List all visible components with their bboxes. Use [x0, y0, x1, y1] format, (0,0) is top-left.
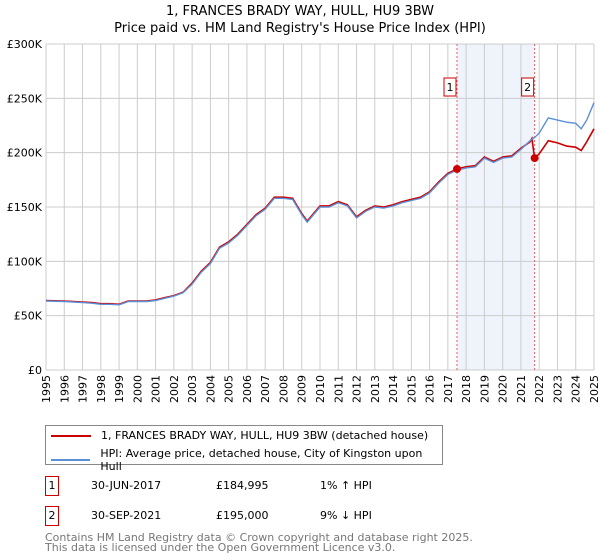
legend-swatch: [51, 434, 91, 437]
x-tick-label: 2009: [296, 375, 309, 403]
y-tick-label: £150K: [7, 201, 43, 214]
x-tick-label: 2003: [186, 375, 199, 403]
legend-label: 1, FRANCES BRADY WAY, HULL, HU9 3BW (det…: [101, 429, 429, 442]
x-tick-label: 2021: [515, 375, 528, 403]
x-tick-label: 2006: [241, 375, 254, 403]
y-tick-label: £100K: [7, 255, 43, 268]
x-tick-label: 2007: [259, 375, 272, 403]
footer-licence: This data is licensed under the Open Gov…: [45, 541, 396, 554]
sale-row-1: 1 30-JUN-2017 £184,995 1% ↑ HPI: [45, 476, 545, 496]
sale-row-2: 2 30-SEP-2021 £195,000 9% ↓ HPI: [45, 506, 545, 526]
legend-item-hpi: HPI: Average price, detached house, City…: [46, 447, 442, 473]
x-tick-label: 1995: [40, 375, 53, 403]
x-tick-label: 2008: [277, 375, 290, 403]
x-tick-label: 2017: [442, 375, 455, 403]
y-tick-label: £250K: [7, 92, 43, 105]
x-tick-label: 2015: [405, 375, 418, 403]
x-tick-label: 2020: [497, 375, 510, 403]
x-tick-label: 2000: [131, 375, 144, 403]
sale-point: [453, 164, 461, 173]
y-tick-label: £200K: [7, 147, 43, 160]
y-tick-label: £0: [28, 364, 42, 377]
y-tick-label: £50K: [14, 310, 43, 323]
x-tick-label: 1997: [77, 375, 90, 403]
chart-subtitle: Price paid vs. HM Land Registry's House …: [114, 21, 486, 36]
x-tick-label: 2019: [478, 375, 491, 403]
x-tick-label: 2011: [332, 375, 345, 403]
x-tick-label: 2024: [570, 375, 583, 403]
legend-label: HPI: Average price, detached house, City…: [100, 447, 423, 473]
footer-copyright: Contains HM Land Registry data © Crown c…: [45, 531, 473, 544]
x-tick-label: 2016: [424, 375, 437, 403]
x-tick-label: 2010: [314, 375, 327, 403]
legend-swatch: [51, 459, 91, 461]
sale-label: 1: [447, 81, 454, 94]
x-tick-label: 2018: [460, 375, 473, 403]
x-tick-label: 2002: [168, 375, 181, 403]
sale-hpi-diff: 9% ↓ HPI: [320, 509, 372, 522]
x-tick-label: 2005: [223, 375, 236, 403]
sale-marker-badge: 2: [45, 506, 59, 526]
sale-hpi-diff: 1% ↑ HPI: [320, 479, 372, 492]
sale-label: 2: [524, 81, 531, 94]
legend: 1, FRANCES BRADY WAY, HULL, HU9 3BW (det…: [45, 425, 443, 473]
sale-label-box: [443, 77, 457, 97]
sale-marker-badge: 1: [45, 476, 59, 496]
x-tick-label: 2004: [204, 375, 217, 403]
chart-title: 1, FRANCES BRADY WAY, HULL, HU9 3BW: [165, 4, 435, 19]
x-tick-label: 2023: [551, 375, 564, 403]
x-tick-label: 1999: [113, 375, 126, 403]
sale-price: £195,000: [216, 509, 269, 522]
x-tick-label: 2014: [387, 375, 400, 403]
x-tick-label: 2001: [150, 375, 163, 403]
sale-label-box: [521, 77, 535, 97]
legend-item-property: 1, FRANCES BRADY WAY, HULL, HU9 3BW (det…: [46, 429, 428, 442]
x-tick-label: 2012: [351, 375, 364, 403]
sale-point: [530, 154, 539, 163]
plot-area: 1995 1996 1997 1998 1999 2000 2001 2002 2003 2004…: [7, 38, 600, 403]
x-tick-label: 1998: [95, 375, 108, 403]
sale-date: 30-JUN-2017: [91, 479, 162, 492]
x-tick-label: 2025: [588, 375, 600, 403]
sale-date: 30-SEP-2021: [91, 509, 162, 522]
x-tick-label: 2022: [533, 375, 546, 403]
x-tick-label: 1996: [58, 375, 71, 403]
x-tick-label: 2013: [369, 375, 382, 403]
hpi-line: [45, 102, 595, 306]
sale-price: £184,995: [216, 479, 269, 492]
y-tick-label: £300K: [7, 38, 43, 51]
